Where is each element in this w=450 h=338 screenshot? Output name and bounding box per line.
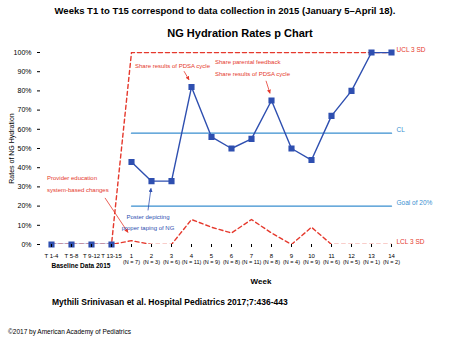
svg-text:30%: 30% xyxy=(17,183,31,190)
svg-text:(N = 9): (N = 9) xyxy=(203,259,220,265)
svg-text:12: 12 xyxy=(348,253,355,259)
svg-text:Week: Week xyxy=(251,277,272,286)
svg-text:8: 8 xyxy=(270,253,274,259)
svg-text:(N = 11): (N = 11) xyxy=(182,259,202,265)
svg-text:5: 5 xyxy=(210,253,214,259)
svg-text:6: 6 xyxy=(230,253,234,259)
html-text:©2017 by American Academy of P: ©2017 by American Academy of Pediatrics xyxy=(8,328,131,335)
svg-text:(N = 2): (N = 2) xyxy=(383,259,400,265)
svg-text:(N = 7): (N = 7) xyxy=(123,259,140,265)
svg-text:14: 14 xyxy=(388,253,395,259)
svg-text:Rates of NG Hydration: Rates of NG Hydration xyxy=(8,113,16,184)
svg-text:2: 2 xyxy=(150,253,154,259)
html-text:NG Hydration Rates p Chart: NG Hydration Rates p Chart xyxy=(167,27,313,39)
svg-text:11: 11 xyxy=(328,253,335,259)
svg-text:40%: 40% xyxy=(17,164,31,171)
svg-text:proper taping of NG: proper taping of NG xyxy=(122,225,175,231)
svg-text:10%: 10% xyxy=(17,222,31,229)
svg-text:Share parental feedback: Share parental feedback xyxy=(215,59,281,65)
svg-text:CL: CL xyxy=(397,126,406,133)
svg-text:4: 4 xyxy=(190,253,194,259)
svg-text:Share results of PDSA cycle: Share results of PDSA cycle xyxy=(135,63,211,69)
svg-text:Baseline Data 2015: Baseline Data 2015 xyxy=(52,262,111,269)
svg-text:3: 3 xyxy=(170,253,174,259)
svg-text:(N = 9): (N = 9) xyxy=(303,259,320,265)
svg-text:Provider education: Provider education xyxy=(47,175,97,181)
svg-text:LCL 3 SD: LCL 3 SD xyxy=(397,238,425,245)
svg-text:80%: 80% xyxy=(17,87,31,94)
svg-text:1: 1 xyxy=(130,253,134,259)
svg-text:(N = 8): (N = 8) xyxy=(223,259,240,265)
svg-text:Goal of 20%: Goal of 20% xyxy=(397,199,433,206)
svg-text:60%: 60% xyxy=(17,126,31,133)
svg-text:0%: 0% xyxy=(21,241,31,248)
svg-text:T 13-15: T 13-15 xyxy=(101,253,122,259)
svg-text:50%: 50% xyxy=(17,145,31,152)
svg-text:(N = 6): (N = 6) xyxy=(163,259,180,265)
svg-text:Share results of PDSA cycle: Share results of PDSA cycle xyxy=(215,71,291,77)
svg-text:(N = 8): (N = 8) xyxy=(263,259,280,265)
svg-text:20%: 20% xyxy=(17,202,31,209)
svg-text:(N = 4): (N = 4) xyxy=(283,259,300,265)
svg-text:T 5-8: T 5-8 xyxy=(65,253,80,259)
svg-text:10: 10 xyxy=(308,253,315,259)
svg-text:90%: 90% xyxy=(17,68,31,75)
html-text:Mythili Srinivasan et al. Hosp: Mythili Srinivasan et al. Hospital Pedia… xyxy=(52,297,288,307)
svg-text:70%: 70% xyxy=(17,106,31,113)
svg-text:(N = 3): (N = 3) xyxy=(143,259,160,265)
svg-text:(N = 1): (N = 1) xyxy=(363,259,380,265)
html-text:Weeks T1 to T15 correspond to: Weeks T1 to T15 correspond to data colle… xyxy=(54,5,396,16)
svg-text:100%: 100% xyxy=(14,49,32,56)
svg-text:9: 9 xyxy=(290,253,294,259)
svg-text:(N = 5): (N = 5) xyxy=(343,259,360,265)
svg-text:T 9-12: T 9-12 xyxy=(83,253,101,259)
svg-text:7: 7 xyxy=(250,253,254,259)
svg-text:(N = 6): (N = 6) xyxy=(323,259,340,265)
svg-text:system-based changes: system-based changes xyxy=(47,187,109,193)
svg-text:Poster depicting: Poster depicting xyxy=(126,214,169,220)
svg-text:T 1-4: T 1-4 xyxy=(45,253,60,259)
svg-text:UCL 3 SD: UCL 3 SD xyxy=(397,46,426,53)
svg-text:(N = 11): (N = 11) xyxy=(242,259,262,265)
svg-text:13: 13 xyxy=(368,253,375,259)
